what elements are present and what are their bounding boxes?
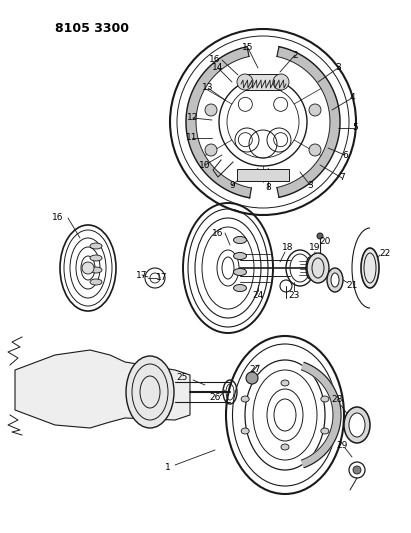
Circle shape	[205, 104, 217, 116]
Ellipse shape	[331, 273, 339, 287]
Ellipse shape	[90, 267, 102, 273]
Text: 6: 6	[342, 150, 348, 159]
Polygon shape	[277, 47, 340, 197]
Ellipse shape	[90, 279, 102, 285]
Ellipse shape	[233, 253, 247, 260]
Text: 25: 25	[176, 374, 188, 383]
Text: 3: 3	[307, 181, 313, 190]
Ellipse shape	[281, 444, 289, 450]
Text: 2: 2	[292, 51, 298, 60]
Text: 22: 22	[379, 248, 390, 257]
Text: 17: 17	[136, 271, 148, 279]
Ellipse shape	[307, 253, 329, 283]
Ellipse shape	[241, 396, 249, 402]
Text: 8105 3300: 8105 3300	[55, 21, 129, 35]
Polygon shape	[301, 362, 341, 467]
Ellipse shape	[90, 243, 102, 249]
Circle shape	[317, 233, 323, 239]
Text: 16: 16	[212, 229, 224, 238]
Polygon shape	[15, 350, 190, 428]
Circle shape	[237, 74, 253, 90]
Text: 26: 26	[209, 393, 221, 402]
Text: 12: 12	[187, 114, 199, 123]
Ellipse shape	[233, 269, 247, 276]
Ellipse shape	[361, 248, 379, 288]
Text: 1: 1	[165, 464, 171, 472]
Ellipse shape	[233, 237, 247, 244]
Ellipse shape	[327, 268, 343, 292]
Text: 21: 21	[346, 280, 358, 289]
Text: 24: 24	[252, 290, 263, 300]
Ellipse shape	[321, 428, 329, 434]
Text: 9: 9	[229, 181, 235, 190]
Circle shape	[82, 262, 94, 274]
Circle shape	[309, 144, 321, 156]
Text: 23: 23	[288, 290, 300, 300]
Ellipse shape	[281, 380, 289, 386]
Text: 3: 3	[335, 63, 341, 72]
Text: 5: 5	[352, 124, 358, 133]
Polygon shape	[186, 47, 252, 198]
Ellipse shape	[241, 428, 249, 434]
Circle shape	[246, 372, 258, 384]
Circle shape	[353, 466, 361, 474]
Text: 8: 8	[265, 183, 271, 192]
Text: 28: 28	[331, 395, 343, 405]
Text: 29: 29	[336, 440, 348, 449]
Text: 18: 18	[282, 244, 294, 253]
Circle shape	[273, 74, 289, 90]
Circle shape	[205, 144, 217, 156]
Ellipse shape	[349, 413, 365, 437]
Text: 4: 4	[349, 93, 355, 102]
Text: 16: 16	[52, 214, 64, 222]
Bar	[237, 169, 289, 181]
Ellipse shape	[344, 407, 370, 443]
Text: 11: 11	[186, 133, 198, 142]
Text: 16: 16	[209, 55, 221, 64]
Ellipse shape	[321, 396, 329, 402]
Circle shape	[309, 104, 321, 116]
Text: 19: 19	[309, 244, 321, 253]
Ellipse shape	[126, 356, 174, 428]
Text: 13: 13	[202, 84, 214, 93]
Ellipse shape	[233, 285, 247, 292]
Text: 17: 17	[156, 273, 168, 282]
Text: 27: 27	[249, 366, 261, 375]
Ellipse shape	[90, 255, 102, 261]
Text: 20: 20	[319, 238, 331, 246]
Text: 10: 10	[199, 160, 211, 169]
Text: 7: 7	[339, 174, 345, 182]
Text: 14: 14	[212, 63, 224, 72]
Text: 15: 15	[242, 44, 254, 52]
Bar	[245, 74, 281, 90]
